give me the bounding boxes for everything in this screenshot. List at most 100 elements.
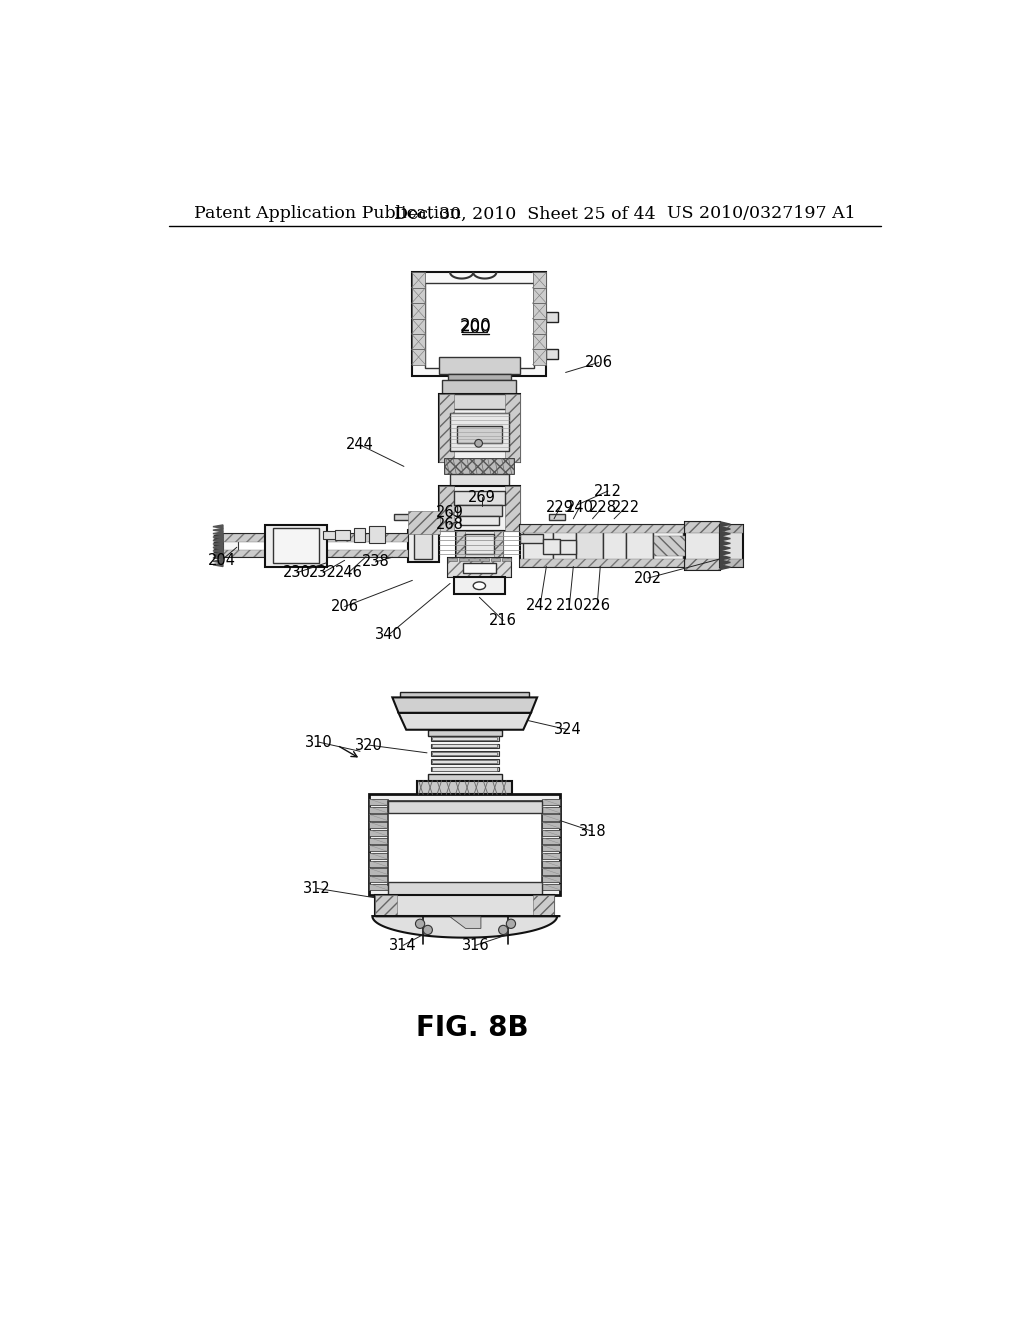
- Bar: [547, 350, 558, 359]
- Bar: [505, 487, 520, 531]
- Bar: [423, 313, 435, 322]
- Polygon shape: [213, 532, 223, 536]
- Bar: [459, 558, 468, 561]
- Bar: [532, 272, 547, 288]
- Bar: [239, 539, 431, 553]
- Bar: [454, 577, 505, 594]
- Text: 242: 242: [526, 598, 554, 612]
- Bar: [542, 807, 560, 813]
- Polygon shape: [720, 521, 730, 527]
- Bar: [394, 515, 410, 520]
- Text: 318: 318: [579, 824, 606, 840]
- Bar: [575, 528, 602, 564]
- Bar: [370, 869, 388, 875]
- Polygon shape: [214, 535, 223, 537]
- Bar: [451, 474, 509, 487]
- Bar: [431, 737, 499, 741]
- Text: Dec. 30, 2010  Sheet 25 of 44: Dec. 30, 2010 Sheet 25 of 44: [394, 206, 655, 222]
- Bar: [547, 313, 558, 322]
- Polygon shape: [213, 536, 223, 539]
- Text: 269: 269: [468, 490, 496, 504]
- Text: 232: 232: [309, 565, 337, 581]
- Polygon shape: [213, 528, 223, 532]
- Text: 238: 238: [361, 554, 389, 569]
- Bar: [400, 692, 529, 698]
- Text: 314: 314: [389, 937, 417, 953]
- Bar: [370, 845, 388, 851]
- Bar: [423, 350, 435, 359]
- Bar: [532, 350, 547, 364]
- Bar: [444, 459, 514, 474]
- Polygon shape: [392, 697, 538, 713]
- Text: 200: 200: [460, 317, 492, 335]
- Bar: [412, 334, 425, 350]
- Bar: [444, 459, 514, 474]
- Text: 316: 316: [462, 937, 489, 953]
- Bar: [550, 515, 565, 520]
- Bar: [542, 814, 560, 821]
- Bar: [542, 830, 560, 836]
- Bar: [408, 511, 440, 535]
- Bar: [460, 516, 499, 525]
- Bar: [370, 799, 388, 805]
- Bar: [465, 535, 494, 554]
- Bar: [720, 525, 743, 566]
- Bar: [370, 795, 560, 895]
- Bar: [542, 799, 560, 805]
- Bar: [532, 304, 547, 318]
- Bar: [457, 506, 502, 516]
- Text: FIG. 8B: FIG. 8B: [416, 1015, 528, 1043]
- Text: 202: 202: [634, 570, 663, 586]
- Bar: [370, 876, 388, 882]
- Text: 246: 246: [335, 565, 362, 581]
- Bar: [457, 426, 502, 444]
- Bar: [432, 752, 497, 755]
- Bar: [431, 751, 499, 756]
- Bar: [412, 272, 547, 376]
- Text: 244: 244: [346, 437, 374, 453]
- Bar: [520, 525, 713, 533]
- Bar: [454, 491, 505, 506]
- Bar: [447, 558, 457, 561]
- Bar: [480, 558, 489, 561]
- Polygon shape: [720, 536, 730, 541]
- Polygon shape: [720, 565, 730, 570]
- Polygon shape: [213, 560, 223, 564]
- Bar: [438, 487, 454, 531]
- Text: 200: 200: [460, 319, 492, 337]
- Text: 320: 320: [355, 738, 383, 752]
- Bar: [442, 380, 516, 395]
- Bar: [223, 535, 408, 543]
- Text: Patent Application Publication: Patent Application Publication: [194, 206, 461, 222]
- Bar: [685, 521, 720, 570]
- Bar: [412, 272, 425, 288]
- Polygon shape: [720, 556, 730, 560]
- Bar: [323, 531, 346, 539]
- Polygon shape: [720, 541, 730, 545]
- Bar: [542, 876, 560, 882]
- Bar: [447, 558, 511, 577]
- Bar: [447, 374, 511, 380]
- Bar: [370, 861, 388, 867]
- Polygon shape: [720, 532, 730, 536]
- Polygon shape: [213, 549, 223, 553]
- Text: 206: 206: [331, 599, 358, 614]
- Bar: [685, 558, 720, 570]
- Bar: [388, 882, 542, 895]
- Bar: [412, 304, 425, 318]
- Text: 268: 268: [435, 516, 463, 532]
- Bar: [456, 531, 465, 558]
- Bar: [490, 558, 500, 561]
- Bar: [432, 744, 497, 747]
- Polygon shape: [214, 550, 223, 554]
- Bar: [428, 775, 502, 780]
- Text: 228: 228: [589, 500, 616, 515]
- Bar: [425, 284, 535, 368]
- Polygon shape: [214, 548, 223, 550]
- Bar: [388, 800, 542, 886]
- Bar: [456, 531, 503, 558]
- Circle shape: [475, 440, 482, 447]
- Text: 229: 229: [546, 500, 574, 515]
- Circle shape: [423, 925, 432, 935]
- Bar: [370, 807, 388, 813]
